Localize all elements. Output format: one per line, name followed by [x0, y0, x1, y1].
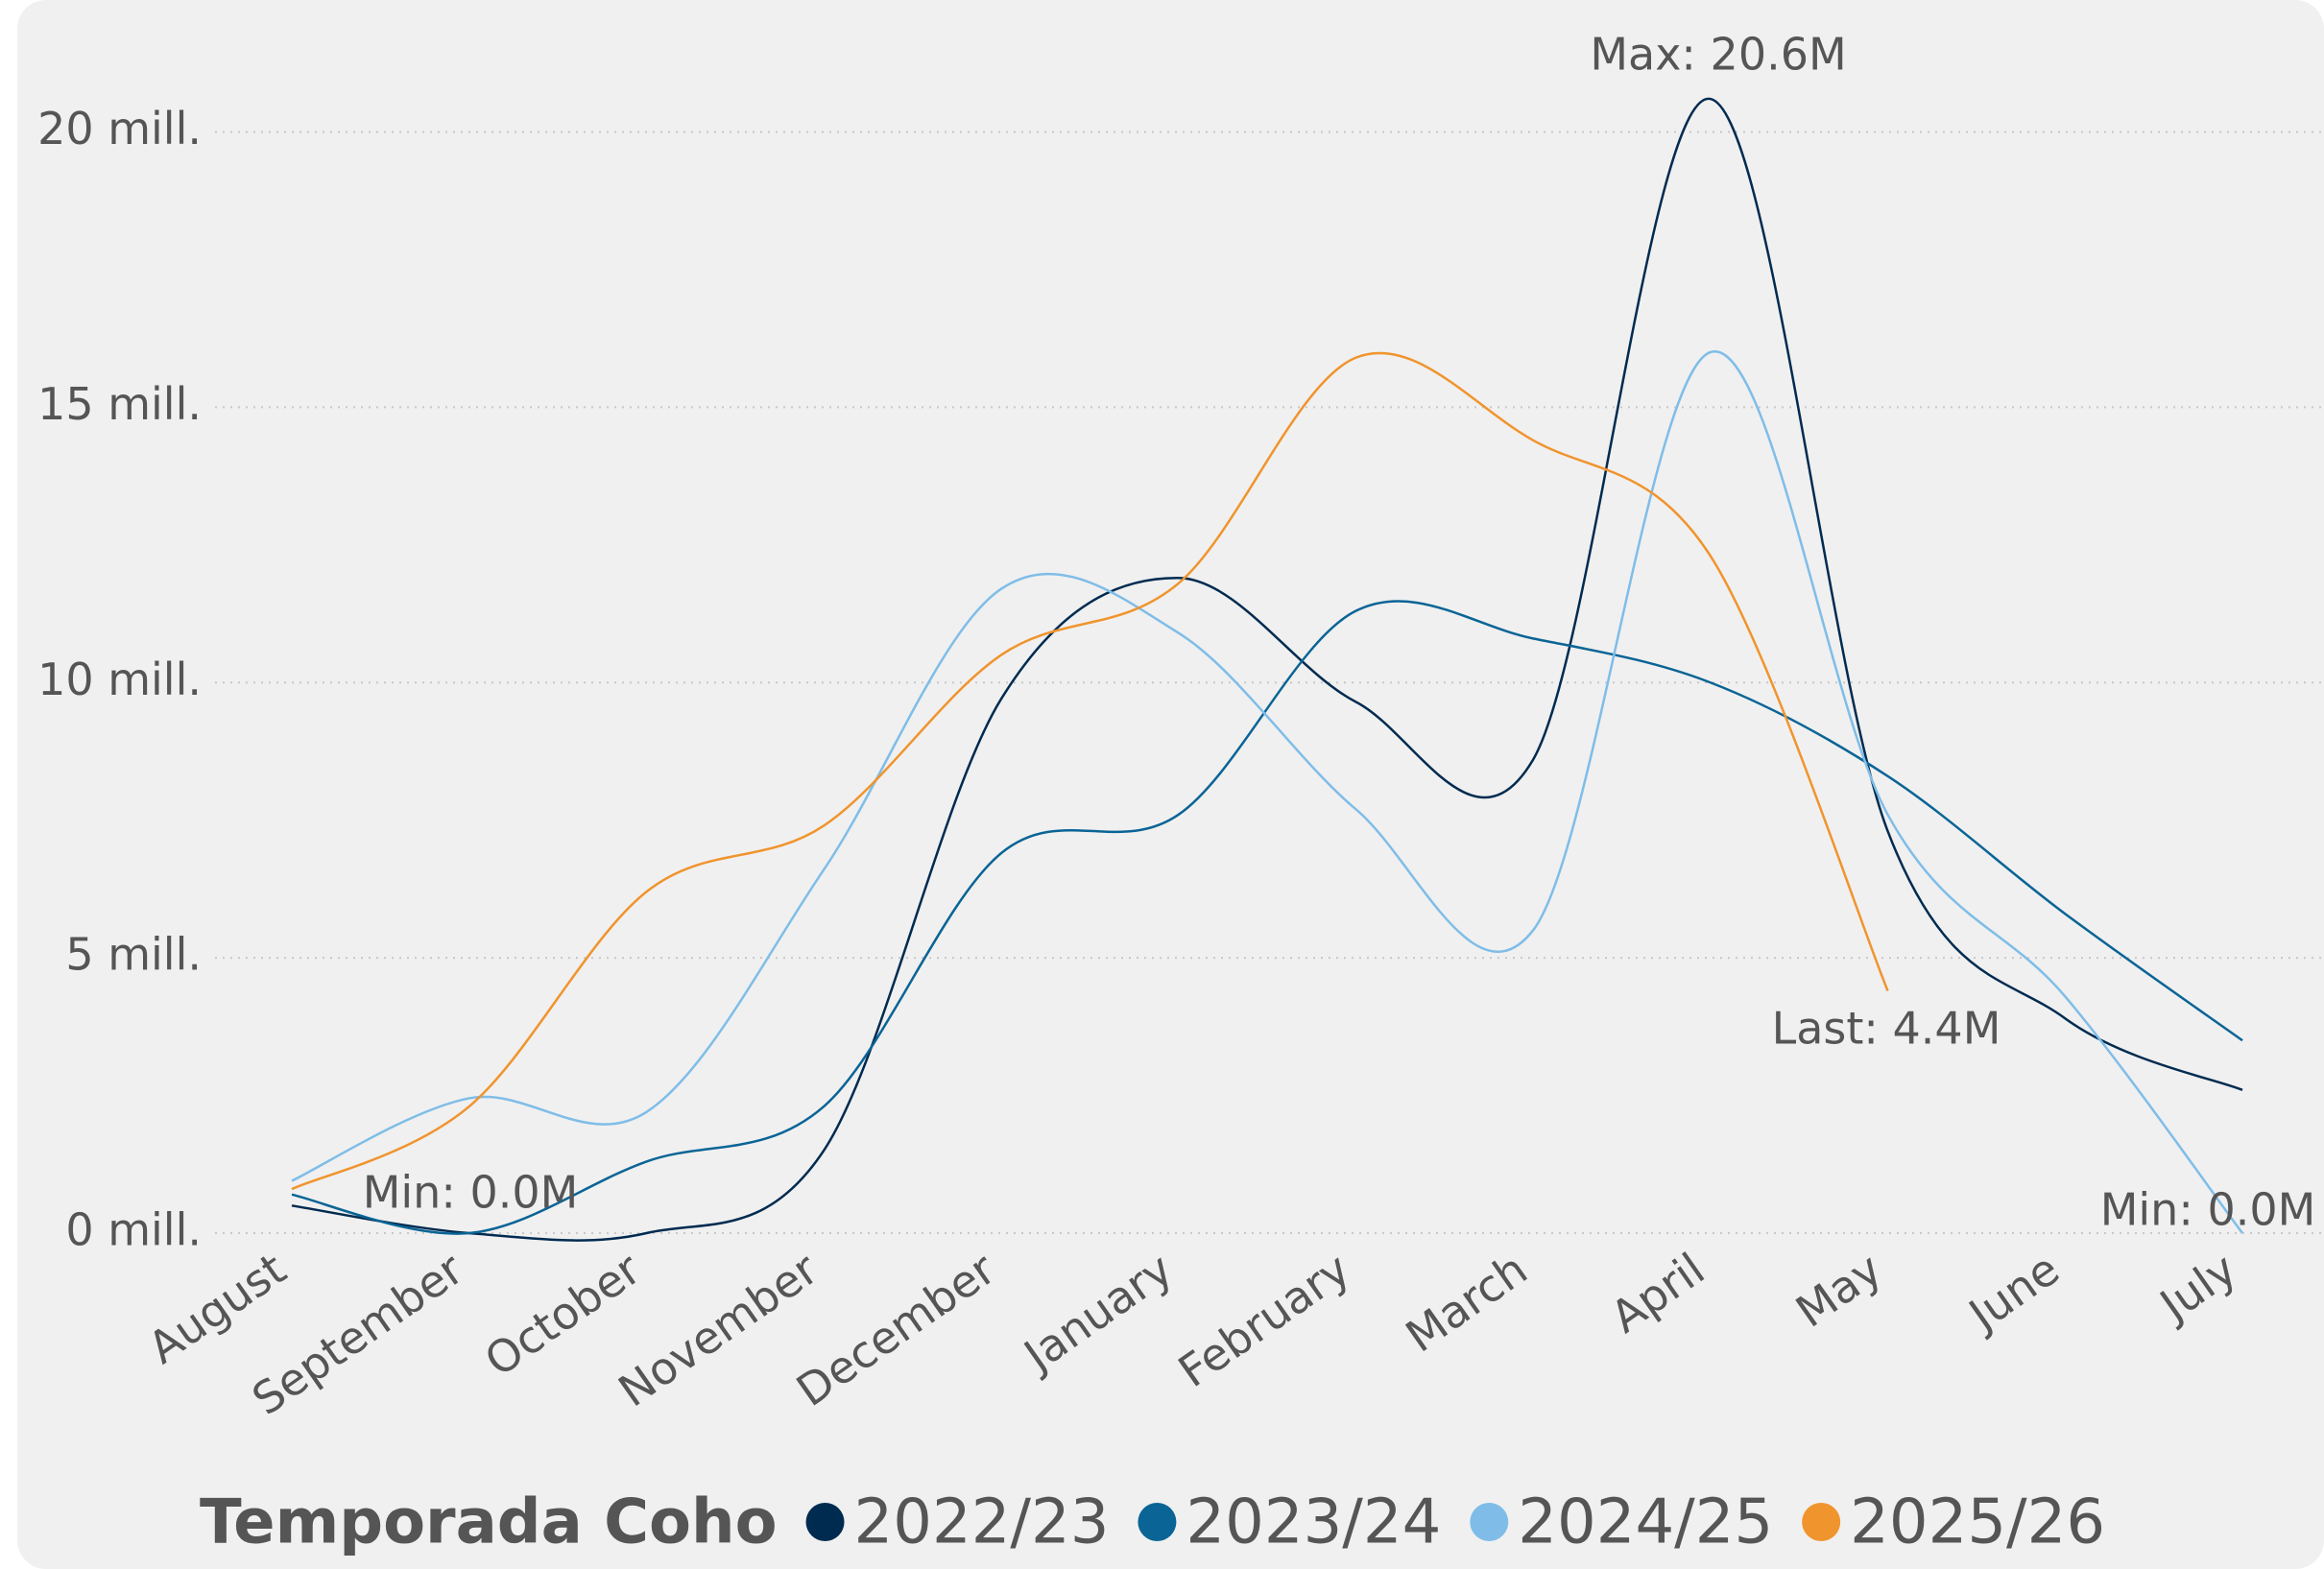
legend-swatch: [1470, 1503, 1509, 1541]
legend-label: 2023/24: [1186, 1487, 1441, 1558]
series-line: [291, 600, 2243, 1235]
y-tick-label: 0 mill.: [65, 1204, 202, 1256]
y-tick-label: 15 mill.: [37, 378, 202, 430]
series-line: [291, 350, 2244, 1234]
y-tick-label: 10 mill.: [37, 654, 202, 705]
legend-label: 2022/23: [854, 1487, 1110, 1558]
series-line: [291, 97, 2243, 1242]
y-tick-label: 5 mill.: [65, 929, 202, 981]
annotation: Min: 0.0M: [2100, 1184, 2316, 1236]
card: [17, 0, 2324, 1569]
annotation: Max: 20.6M: [1590, 29, 1846, 81]
annotation: Min: 0.0M: [363, 1167, 579, 1219]
legend-label: 2024/25: [1518, 1487, 1773, 1558]
legend-title: Temporada Coho: [200, 1487, 778, 1558]
legend-swatch: [1802, 1503, 1841, 1541]
series-line: [291, 351, 1889, 1191]
legend-swatch: [1138, 1503, 1177, 1541]
legend-swatch: [805, 1503, 845, 1541]
y-tick-label: 20 mill.: [37, 103, 202, 155]
legend-label: 2025/26: [1850, 1487, 2105, 1558]
annotation: Last: 4.4M: [1772, 1003, 2001, 1055]
